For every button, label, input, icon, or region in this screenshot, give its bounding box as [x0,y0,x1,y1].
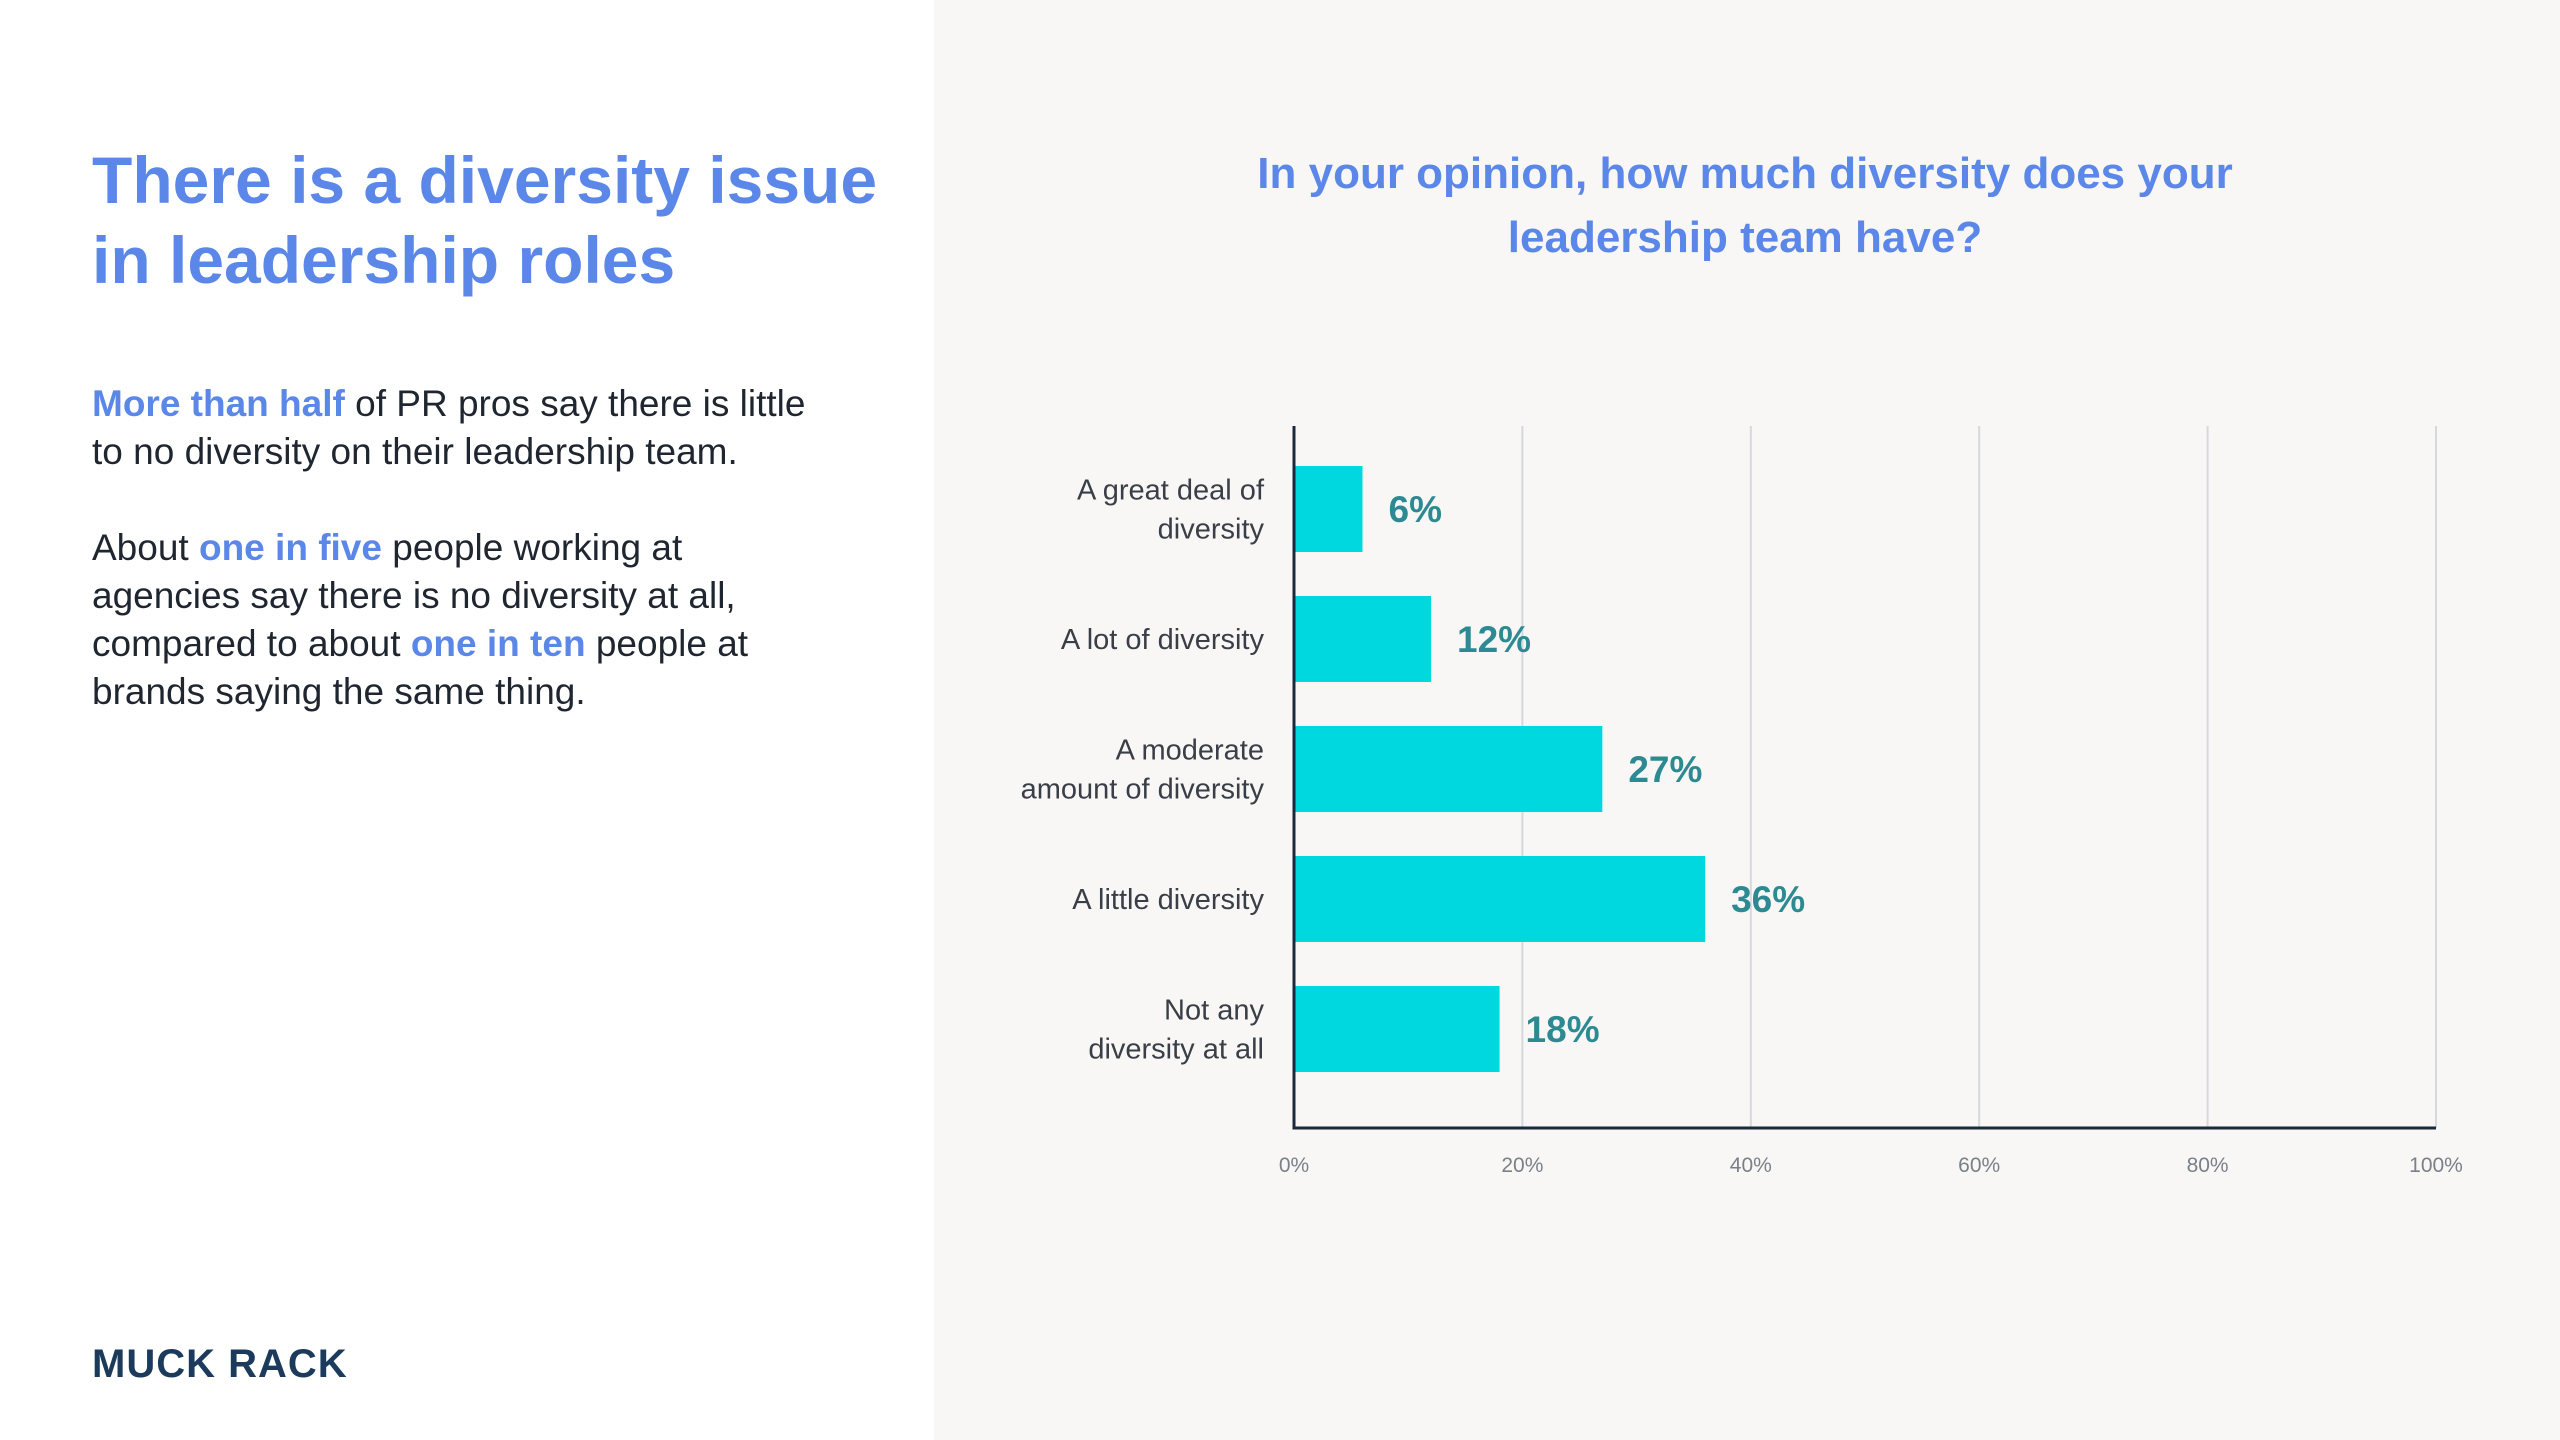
category-label-1-line-0: A lot of diversity [1061,624,1265,656]
category-label-4-line-0: Not any [1164,995,1264,1027]
x-tick-label-4: 80% [2187,1154,2229,1177]
summary-paragraph-1: More than half of PR pros say there is l… [92,380,812,476]
category-label-4: Not any diversity at all [1088,995,1264,1066]
category-label-0-line-0: A great deal of [1077,475,1265,507]
category-label-2: A moderate amount of diversity [1021,735,1265,806]
x-tick-label-0: 0% [1279,1154,1309,1177]
category-label-2-line-1: amount of diversity [1021,774,1265,806]
category-label-3: A little diversity [1072,884,1264,916]
bar-1 [1294,596,1432,682]
paragraph-2-text-b: people working at agencies say there is … [92,527,736,664]
category-label-0-line-1: diversity [1158,514,1265,546]
title-line-2: in leadership roles [92,223,676,297]
bar-3 [1294,856,1706,942]
title-line-1: There is a diversity issue [92,143,878,217]
paragraph-2-text-c: people at brands saying the same thing. [92,623,749,712]
category-label-0: A great deal of diversity [1077,475,1265,546]
x-tick-label-3: 60% [1958,1154,2000,1177]
chart-title: In your opinion, how much diversity does… [1200,142,2290,270]
bar-0 [1294,466,1363,552]
page-title: There is a diversity issue in leadership… [92,140,892,300]
category-label-1: A lot of diversity [1061,624,1265,656]
summary-paragraph-2: About one in five people working at agen… [92,524,812,716]
highlight-more-than-half: More than half [92,383,345,424]
paragraph-2-text-a: About [92,527,199,568]
category-label-2-line-0: A moderate [1116,735,1264,767]
value-label-1: 12% [1457,619,1531,660]
chart-title-line-1: In your opinion, how much diversity does… [1257,149,2233,198]
bar-4 [1294,986,1500,1072]
x-tick-label-5: 100% [2409,1154,2463,1177]
value-label-2: 27% [1628,749,1702,790]
highlight-one-in-five: one in five [198,527,382,568]
bar-2 [1294,726,1603,812]
category-label-3-line-0: A little diversity [1072,884,1264,916]
highlight-one-in-ten: one in ten [410,623,586,664]
chart-title-line-2: leadership team have? [1507,213,1983,262]
bar-chart: 6% A great deal of diversity 12% A lot of di… [1021,426,2463,1177]
paragraph-1-text: of PR pros say there is little to no div… [92,383,806,472]
x-tick-label-2: 40% [1730,1154,1772,1177]
muck-rack-logo: MUCK RACK [92,1342,348,1386]
category-label-4-line-1: diversity at all [1088,1034,1264,1066]
left-panel: There is a diversity issue in leadership… [0,0,934,1440]
value-label-3: 36% [1731,879,1805,920]
chart-panel [934,0,2560,1440]
value-label-0: 6% [1389,489,1442,530]
value-label-4: 18% [1526,1009,1600,1050]
x-tick-label-1: 20% [1501,1154,1543,1177]
